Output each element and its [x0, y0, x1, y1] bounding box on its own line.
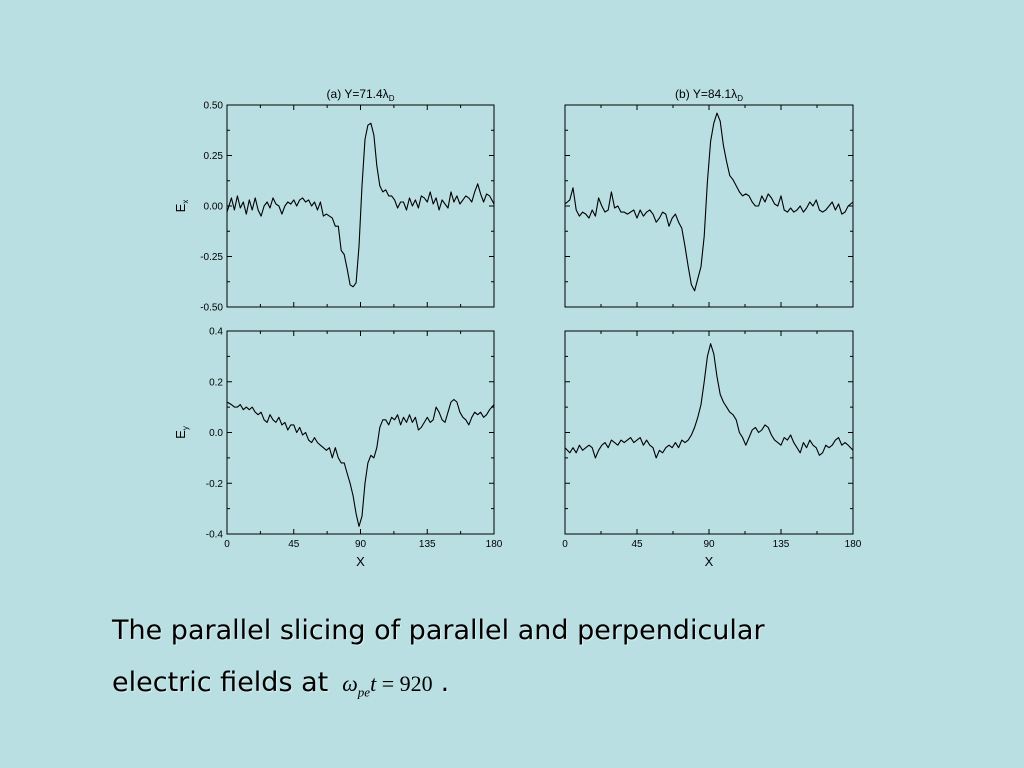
x-tick-label: 45 [288, 539, 300, 550]
y-axis-label: Ey [173, 426, 190, 439]
caption-line-2-text: electric fields at [112, 667, 329, 698]
panel-a-ex: -0.50 -0.25 0.00 0.25 0.50 (a) Y=71.4λD Ex [173, 87, 495, 314]
figure-canvas: -0.50-0.250.000.250.50(a) Y=71.4λDEx(b) … [173, 87, 862, 570]
panel-a-ey: -0.4 -0.2 0.0 0.2 0.4 0 45 90 135 180 Ey X [173, 327, 503, 570]
panel-title: (a) Y=71.4λD [327, 87, 395, 103]
y-tick-label: -0.4 [206, 530, 224, 541]
series-line [564, 343, 854, 459]
x-tick-label: 180 [845, 539, 862, 550]
x-tick-label: 0 [224, 539, 230, 550]
x-tick-label: 180 [486, 539, 503, 550]
y-tick-label: 0.50 [204, 101, 224, 112]
formula-omega: ω [342, 671, 358, 696]
x-tick-label: 135 [419, 539, 436, 550]
caption-period: . [440, 667, 450, 698]
y-tick-label: 0.2 [209, 377, 223, 388]
y-tick-label: -0.2 [206, 479, 224, 490]
panel-b-ey: 0 45 90 135 180 X [562, 330, 862, 569]
x-axis-label: X [356, 554, 365, 569]
caption-line-2: electric fields at ωpet = 920. [112, 657, 765, 718]
y-tick-label: -0.50 [200, 303, 223, 314]
panel-b-ex: (b) Y=84.1λD [564, 87, 854, 308]
series-line [226, 122, 495, 288]
y-tick-label: 0.25 [204, 151, 224, 162]
y-tick-label: 0.0 [209, 428, 223, 439]
y-tick-label: -0.25 [200, 252, 223, 263]
y-tick-label: 0.00 [204, 202, 224, 213]
x-axis-label: X [705, 554, 714, 569]
x-tick-label: 135 [773, 539, 790, 550]
x-tick-label: 90 [355, 539, 367, 550]
series-line [226, 398, 495, 527]
time-formula: ωpet = 920 [342, 671, 433, 700]
plot-frame [564, 104, 854, 308]
plot-frame [564, 330, 854, 535]
caption-line-1: The parallel slicing of parallel and per… [112, 615, 765, 646]
y-axis-label: Ex [173, 200, 190, 213]
series-line [564, 112, 854, 292]
x-tick-label: 90 [703, 539, 715, 550]
formula-subscript: pe [357, 684, 371, 700]
panel-title: (b) Y=84.1λD [675, 87, 743, 103]
x-tick-label: 0 [562, 539, 568, 550]
caption: The parallel slicing of parallel and per… [112, 605, 765, 718]
plot-frame [226, 330, 495, 535]
x-tick-label: 45 [631, 539, 643, 550]
formula-t: t [370, 671, 377, 696]
y-tick-label: 0.4 [209, 327, 223, 338]
formula-value: = 920 [376, 671, 433, 696]
